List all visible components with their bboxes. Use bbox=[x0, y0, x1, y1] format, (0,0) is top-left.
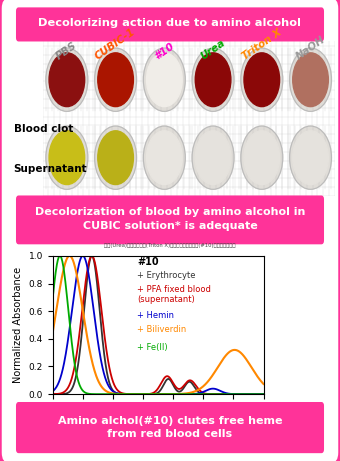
Circle shape bbox=[293, 53, 328, 106]
Text: Blood clot: Blood clot bbox=[14, 124, 73, 134]
Circle shape bbox=[290, 126, 332, 189]
Text: Urea: Urea bbox=[199, 38, 227, 62]
Text: NaOH: NaOH bbox=[294, 35, 327, 62]
Circle shape bbox=[46, 48, 88, 112]
Text: Decolorizing action due to amino alcohol: Decolorizing action due to amino alcohol bbox=[38, 18, 302, 28]
Circle shape bbox=[98, 53, 133, 106]
Circle shape bbox=[49, 53, 85, 106]
Text: Triton X: Triton X bbox=[240, 28, 284, 62]
Text: + Biliverdin: + Biliverdin bbox=[137, 325, 186, 334]
Text: + Erythrocyte: + Erythrocyte bbox=[137, 271, 196, 280]
Circle shape bbox=[98, 131, 133, 184]
Text: 尿素(Urea)、界面活性剤(Triton X)、アミノアルコール(#10)からなる溶液。: 尿素(Urea)、界面活性剤(Triton X)、アミノアルコール(#10)から… bbox=[104, 243, 236, 248]
Circle shape bbox=[95, 48, 137, 112]
Text: CUBIC-1: CUBIC-1 bbox=[94, 27, 138, 62]
Circle shape bbox=[147, 131, 182, 184]
Circle shape bbox=[95, 126, 137, 189]
Text: #10: #10 bbox=[137, 257, 159, 267]
Circle shape bbox=[143, 126, 185, 189]
Text: Decolorization of blood by amino alcohol in
CUBIC solution* is adequate: Decolorization of blood by amino alcohol… bbox=[35, 207, 305, 230]
Text: Amino alchol(#10) clutes free heme
from red blood cells: Amino alchol(#10) clutes free heme from … bbox=[58, 416, 282, 439]
Text: Supernatant: Supernatant bbox=[14, 164, 87, 174]
Circle shape bbox=[49, 131, 85, 184]
Circle shape bbox=[147, 53, 182, 106]
Circle shape bbox=[143, 48, 185, 112]
Circle shape bbox=[46, 126, 88, 189]
Text: + PFA fixed blood
(supernatant): + PFA fixed blood (supernatant) bbox=[137, 285, 211, 304]
Circle shape bbox=[293, 131, 328, 184]
Text: + Hemin: + Hemin bbox=[137, 311, 174, 320]
Circle shape bbox=[241, 126, 283, 189]
Circle shape bbox=[195, 53, 231, 106]
Circle shape bbox=[192, 126, 234, 189]
Y-axis label: Normalized Absorbance: Normalized Absorbance bbox=[13, 267, 23, 383]
Circle shape bbox=[241, 48, 283, 112]
Text: PBS: PBS bbox=[55, 41, 79, 62]
X-axis label: Wavelength (nm): Wavelength (nm) bbox=[113, 419, 203, 428]
Circle shape bbox=[195, 131, 231, 184]
Circle shape bbox=[290, 48, 332, 112]
Circle shape bbox=[244, 53, 279, 106]
Circle shape bbox=[244, 131, 279, 184]
Circle shape bbox=[192, 48, 234, 112]
Text: #10: #10 bbox=[153, 41, 176, 62]
Text: + Fe(II): + Fe(II) bbox=[137, 343, 168, 352]
